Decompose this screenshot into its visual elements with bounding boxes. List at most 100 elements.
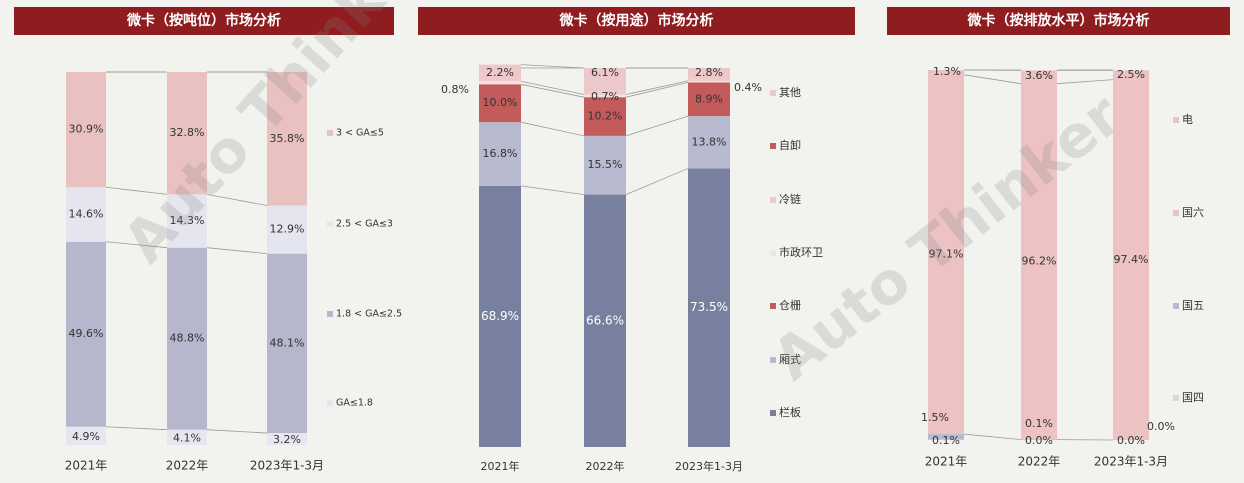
bar-segment xyxy=(928,74,964,435)
data-label: 0.0% xyxy=(1025,434,1053,447)
bar-segment xyxy=(928,434,964,440)
bar-segment xyxy=(688,82,730,117)
bar-segment xyxy=(66,241,106,427)
connector-line xyxy=(520,64,585,69)
connector-line xyxy=(520,80,585,95)
data-label: 6.1% xyxy=(591,66,619,79)
connector-line xyxy=(105,186,168,195)
usage-chart-panel: 微卡（按用途）市场分析 68.9% 16.8% 10.0% 2.2% 66.6% 15.5… xyxy=(418,0,858,483)
legend-swatch xyxy=(1173,303,1179,309)
data-label: 32.8% xyxy=(170,126,205,139)
data-label: 0.1% xyxy=(932,434,960,447)
bar-segment xyxy=(688,78,730,81)
emission-chart-panel: 微卡（按排放水平）市场分析 97.1% 96.2% 97.4% 1.3% 3.6% 2.5… xyxy=(870,0,1244,483)
tonnage-chart: 4.9% 4.1% 3.2% 49.6% 48.8% 48.1% 14.6% 14.3% 12.… xyxy=(65,71,402,473)
legend-swatch xyxy=(770,303,776,309)
data-label: 48.1% xyxy=(270,336,305,349)
data-label: 12.9% xyxy=(270,223,305,236)
legend-swatch xyxy=(327,400,333,406)
data-label: 10.2% xyxy=(588,110,623,123)
data-label: 97.4% xyxy=(1114,253,1149,266)
data-label: 2.8% xyxy=(695,66,723,79)
legend-swatch xyxy=(770,143,776,149)
connector-line xyxy=(963,74,1022,85)
data-label: 4.1% xyxy=(173,431,201,444)
legend-swatch xyxy=(770,197,776,203)
legend-label: 厢式 xyxy=(779,353,801,366)
data-label: 10.0% xyxy=(483,96,518,109)
legend-label: 电 xyxy=(1182,113,1193,126)
data-label: 14.6% xyxy=(69,207,104,220)
bar-segment xyxy=(1113,79,1149,441)
connector-line xyxy=(625,168,689,195)
bar-segment xyxy=(584,91,626,95)
connector-line xyxy=(625,115,689,137)
tonnage-chart-panel: 微卡（按吨位）市场分析 4.9% 4.1% 3.2% 49.6% 48.8% 48.1% 1… xyxy=(0,0,402,483)
legend-label: 冷链 xyxy=(779,192,801,206)
connector-line xyxy=(625,82,689,98)
bar-segment xyxy=(66,187,106,242)
connector-line xyxy=(206,429,268,434)
legend-swatch xyxy=(1173,395,1179,401)
data-label: 73.5% xyxy=(690,300,728,314)
data-label: 0.0% xyxy=(1117,434,1145,447)
data-label: 96.2% xyxy=(1022,255,1057,268)
legend-label: 3 < GA≤5 xyxy=(336,128,384,139)
bar-segment xyxy=(66,426,106,445)
data-label: 0.8% xyxy=(441,83,469,96)
bar-segment xyxy=(267,433,307,445)
bar-segment xyxy=(584,194,626,447)
connector-line xyxy=(105,241,168,249)
connector-line xyxy=(206,247,268,255)
legend-label: 2.5 < GA≤3 xyxy=(336,219,393,230)
bar-segment xyxy=(167,72,207,195)
data-label: 15.5% xyxy=(588,158,623,171)
legend-label: 栏板 xyxy=(779,405,801,419)
bar-segment xyxy=(479,64,521,73)
bar-segment xyxy=(1021,83,1057,440)
legend-swatch xyxy=(1173,117,1179,123)
data-label: 4.9% xyxy=(72,430,100,443)
legend-label: 国四 xyxy=(1182,391,1204,404)
bar-segment xyxy=(584,68,626,92)
legend-swatch xyxy=(770,357,776,363)
legend-label: GA≤1.8 xyxy=(336,398,373,409)
connector-line xyxy=(1056,79,1114,85)
x-tick-label: 2021年 xyxy=(65,459,108,473)
connector-line xyxy=(963,433,1022,441)
x-tick-label: 2022年 xyxy=(586,459,625,473)
x-tick-label: 2023年1-3月 xyxy=(250,459,324,473)
bar-segment xyxy=(479,122,521,186)
data-label: 14.3% xyxy=(170,214,205,227)
bar-segment xyxy=(688,116,730,169)
emission-chart-title: 微卡（按排放水平）市场分析 xyxy=(887,7,1230,35)
x-tick-label: 2023年1-3月 xyxy=(675,459,743,473)
bar-segment xyxy=(688,80,730,83)
x-tick-label: 2021年 xyxy=(481,459,520,473)
bar-segment xyxy=(584,97,626,136)
data-label: 30.9% xyxy=(69,123,104,136)
legend-swatch xyxy=(770,90,776,96)
legend-swatch xyxy=(327,130,333,136)
legend-swatch xyxy=(327,311,333,317)
data-label: 0.0% xyxy=(1147,420,1175,433)
connector-line xyxy=(520,121,585,137)
connector-line xyxy=(520,185,585,195)
data-label: 3.6% xyxy=(1025,69,1053,82)
bar-segment xyxy=(584,135,626,195)
data-label: 97.1% xyxy=(929,247,964,260)
legend-label: 其他 xyxy=(779,86,801,99)
bar-segment xyxy=(479,81,521,85)
data-label: 2.5% xyxy=(1117,68,1145,81)
data-label: 66.6% xyxy=(586,313,624,327)
bar-segment xyxy=(167,247,207,430)
legend-swatch xyxy=(1173,210,1179,216)
data-label: 0.1% xyxy=(1025,417,1053,430)
bar-segment xyxy=(267,72,307,206)
data-label: 68.9% xyxy=(481,309,519,323)
data-label: 1.3% xyxy=(933,65,961,78)
bar-segment xyxy=(267,253,307,434)
data-label: 8.9% xyxy=(695,92,723,105)
bar-segment xyxy=(688,168,730,447)
bar-segment xyxy=(267,205,307,254)
